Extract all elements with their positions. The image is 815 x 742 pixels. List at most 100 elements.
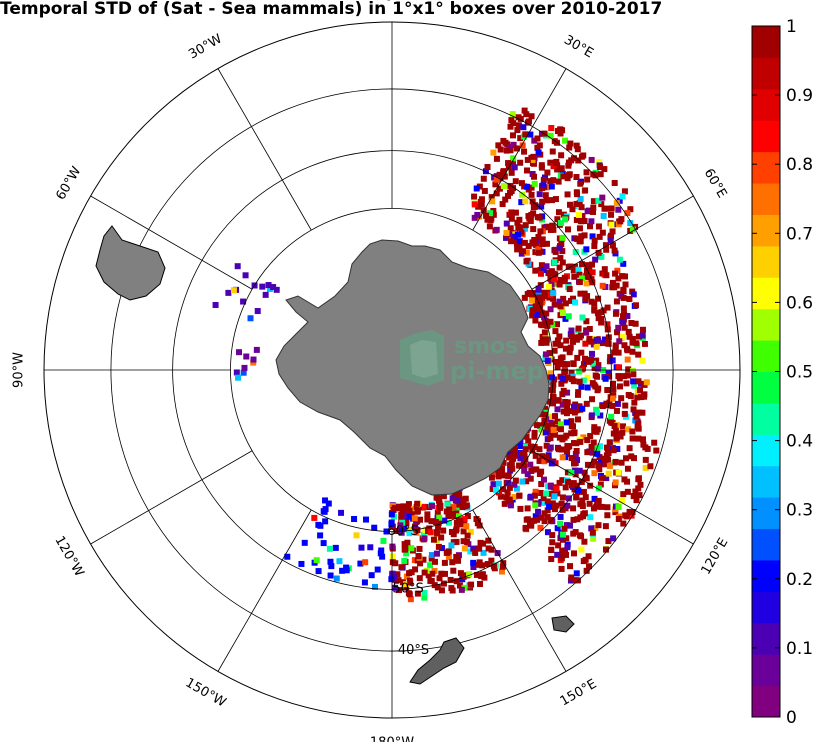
data-cell	[639, 326, 646, 333]
data-cell	[612, 344, 619, 351]
data-cell	[407, 596, 414, 603]
data-cell	[481, 574, 488, 581]
data-cell	[559, 454, 566, 461]
data-cell	[635, 435, 642, 442]
meridian-line	[217, 509, 312, 672]
data-cell	[571, 273, 578, 280]
data-cell	[447, 576, 454, 583]
data-cell	[463, 523, 470, 530]
data-cell	[534, 516, 541, 523]
data-cell	[549, 321, 556, 328]
data-cell	[629, 226, 636, 233]
data-cell	[234, 263, 241, 270]
data-cell	[608, 419, 615, 426]
data-cell	[579, 405, 586, 412]
data-cell	[532, 267, 539, 274]
data-cell	[609, 395, 616, 402]
data-cell	[582, 296, 589, 303]
data-cell	[509, 159, 516, 166]
data-cell	[405, 504, 412, 511]
data-cell	[325, 500, 332, 507]
south-america-tip	[95, 225, 166, 301]
data-cell	[612, 458, 619, 465]
data-cell	[538, 164, 545, 171]
data-cell	[594, 365, 601, 372]
data-cell	[614, 329, 621, 336]
data-cell	[620, 305, 627, 312]
data-cell	[565, 162, 572, 169]
data-cell	[488, 557, 495, 564]
data-cell	[562, 484, 569, 491]
data-cell	[592, 428, 599, 435]
data-cell	[398, 564, 405, 571]
data-cell	[591, 364, 598, 371]
data-cell	[562, 300, 569, 307]
data-cell	[583, 329, 590, 336]
data-cell	[595, 485, 602, 492]
data-cell	[495, 480, 502, 487]
data-cell	[538, 203, 545, 210]
data-cell	[539, 236, 546, 243]
data-cell	[487, 210, 494, 217]
data-cell	[595, 315, 602, 322]
data-cell	[568, 327, 575, 334]
data-cell	[534, 422, 541, 429]
data-cell	[548, 460, 555, 467]
data-cell	[540, 176, 547, 183]
data-cell	[561, 434, 568, 441]
data-cell	[557, 276, 564, 283]
data-cell	[543, 339, 550, 346]
data-cell	[507, 502, 514, 509]
data-cell	[533, 466, 540, 473]
data-cell	[579, 261, 586, 268]
data-cell	[336, 558, 343, 565]
data-cell	[550, 163, 557, 170]
data-cell	[315, 568, 322, 575]
data-cell	[421, 569, 428, 576]
data-cell	[516, 216, 523, 223]
data-cell	[610, 430, 617, 437]
data-cell	[507, 147, 514, 154]
data-cell	[613, 282, 620, 289]
data-cell	[556, 333, 563, 340]
data-cell	[543, 310, 550, 317]
data-cell	[524, 471, 531, 478]
data-cell	[444, 501, 451, 508]
data-cell	[557, 520, 564, 527]
data-cell	[598, 503, 605, 510]
data-cell	[557, 355, 564, 362]
data-cell	[615, 364, 622, 371]
data-cell	[572, 263, 579, 270]
data-cell	[455, 493, 462, 500]
data-cell	[435, 524, 442, 531]
data-cell	[573, 200, 580, 207]
data-cell	[543, 490, 550, 497]
data-cell	[510, 120, 517, 127]
colorbar-band	[752, 497, 780, 530]
data-cell	[571, 430, 578, 437]
data-cell	[388, 576, 395, 583]
data-cell	[595, 337, 602, 344]
data-cell	[392, 584, 399, 591]
data-cell	[549, 420, 556, 427]
data-cell	[241, 364, 248, 371]
colorbar-tick-label: 1	[786, 17, 797, 37]
data-cell	[553, 485, 560, 492]
data-cell	[586, 335, 593, 342]
data-cell	[505, 480, 512, 487]
data-cell	[576, 225, 583, 232]
data-cell	[455, 557, 462, 564]
data-cell	[527, 461, 534, 468]
data-cell	[432, 558, 439, 565]
data-cell	[587, 223, 594, 230]
data-cell	[598, 474, 605, 481]
data-cell	[521, 107, 528, 114]
data-cell	[599, 194, 606, 201]
data-cell	[438, 587, 445, 594]
data-cell	[596, 159, 603, 166]
data-cell	[497, 175, 504, 182]
data-cell	[516, 462, 523, 469]
data-cell	[476, 183, 483, 190]
data-cell	[591, 242, 598, 249]
